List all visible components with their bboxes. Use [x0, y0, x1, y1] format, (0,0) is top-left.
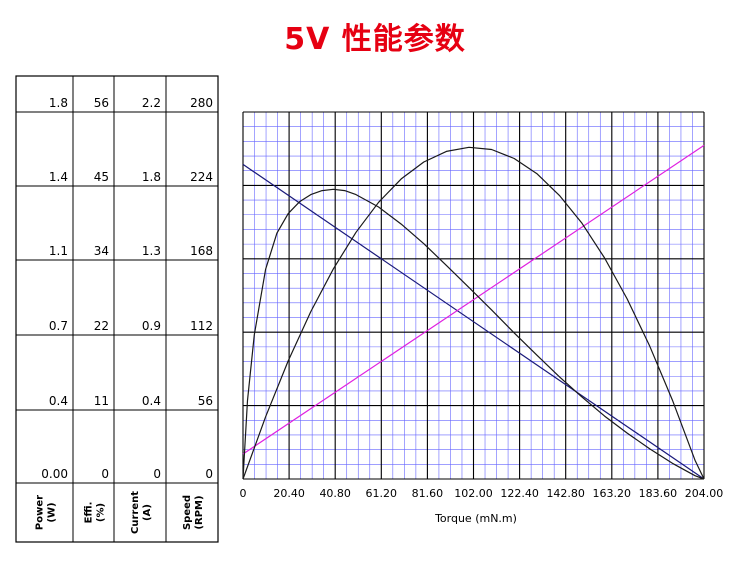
- plot-grid: [242, 111, 705, 480]
- y-tick-label-efficiency: 45: [94, 170, 109, 184]
- x-tick-label: 61.20: [366, 487, 398, 500]
- y-axis-label-line: (A): [142, 504, 153, 521]
- y-axis-label-line: Speed: [182, 495, 193, 530]
- x-tick-label: 204.00: [685, 487, 724, 500]
- y-tick-label-current: 2.2: [142, 96, 161, 110]
- y-tick-label-current: 0.4: [142, 394, 161, 408]
- y-axis-label-line: (W): [47, 502, 58, 522]
- y-tick-label-power: 0.7: [49, 319, 68, 333]
- page-title: 5V 性能参数: [284, 22, 466, 57]
- y-axis-label-line: Power: [35, 495, 46, 530]
- y-tick-label-current: 0: [153, 467, 161, 481]
- x-tick-label: 183.60: [639, 487, 678, 500]
- y-tick-label-current: 1.8: [142, 170, 161, 184]
- y-tick-label-speed: 112: [190, 319, 213, 333]
- y-tick-label-speed: 168: [190, 244, 213, 258]
- y-tick-label-current: 0.9: [142, 319, 161, 333]
- y-tick-label-power: 1.4: [49, 170, 68, 184]
- y-tick-label-speed: 280: [190, 96, 213, 110]
- y-tick-label-efficiency: 34: [94, 244, 109, 258]
- x-tick-label: 163.20: [593, 487, 632, 500]
- y-tick-label-speed: 224: [190, 170, 213, 184]
- table-border: [15, 75, 219, 543]
- x-tick-label: 81.60: [412, 487, 444, 500]
- x-tick-label: 0: [240, 487, 247, 500]
- y-tick-label-power: 0.00: [41, 467, 68, 481]
- y-axis-label-speed: Speed (RPM): [182, 495, 205, 530]
- x-tick-labels: 0 20.40 40.80 61.20 81.60 102.00 122.40 142.80 1…: [240, 487, 724, 500]
- y-axis-label-line: Current: [130, 491, 141, 534]
- x-tick-label: 142.80: [546, 487, 585, 500]
- y-axis-label-line: (RPM): [194, 495, 205, 529]
- y-tick-label-efficiency: 56: [94, 96, 109, 110]
- y-tick-label-power: 1.1: [49, 244, 68, 258]
- y-axis-label-line: (%): [96, 503, 107, 522]
- series-line-current: [242, 144, 705, 455]
- y-tick-label-efficiency: 0: [101, 467, 109, 481]
- y-tick-label-power: 1.8: [49, 96, 68, 110]
- y-axis-label-line: Effi.: [84, 502, 95, 524]
- series-line-efficiency: [242, 188, 705, 480]
- x-axis-label: Torque (mN.m): [434, 512, 517, 525]
- y-axis-label-efficiency: Effi. (%): [84, 502, 107, 524]
- series-line-power: [242, 146, 705, 480]
- y-tick-label-speed: 0: [205, 467, 213, 481]
- x-tick-label: 20.40: [273, 487, 305, 500]
- y-tick-label-current: 1.3: [142, 244, 161, 258]
- y-axis-label-power: Power (W): [35, 495, 58, 530]
- x-tick-label: 102.00: [454, 487, 493, 500]
- x-tick-label: 122.40: [500, 487, 539, 500]
- y-axis-label-current: Current (A): [130, 491, 153, 534]
- y-axis-table: 1.8 1.4 1.1 0.7 0.4 0.00 Power (W) 56 45 34 22 11 0 Ef…: [15, 75, 219, 543]
- y-tick-label-speed: 56: [198, 394, 213, 408]
- series-line-speed: [242, 163, 705, 480]
- y-tick-label-power: 0.4: [49, 394, 68, 408]
- y-tick-label-efficiency: 22: [94, 319, 109, 333]
- y-tick-label-efficiency: 11: [94, 394, 109, 408]
- x-tick-label: 40.80: [319, 487, 351, 500]
- plot-series: [242, 144, 705, 480]
